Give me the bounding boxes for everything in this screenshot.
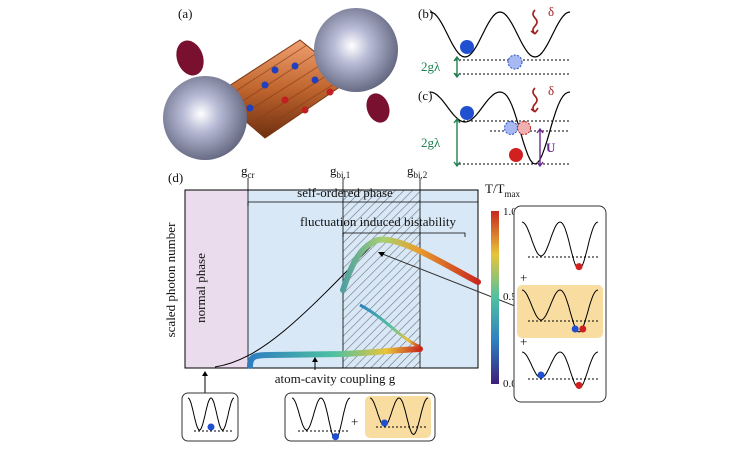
plus: + xyxy=(520,334,527,349)
atom-ghost xyxy=(507,54,523,70)
upper-branch xyxy=(340,236,481,293)
colorbar xyxy=(491,211,499,384)
atom xyxy=(460,40,474,54)
field-blob xyxy=(366,93,390,123)
delta-label: δ xyxy=(548,83,554,98)
inset-highlight xyxy=(517,285,603,338)
marker-label: gbi,2 xyxy=(407,163,427,180)
panel-label: (c) xyxy=(418,88,432,103)
bracket xyxy=(342,232,466,237)
atom xyxy=(575,263,583,271)
double-well xyxy=(429,91,571,165)
atom-ghost xyxy=(517,121,531,135)
atom xyxy=(207,423,215,431)
marker-base: g xyxy=(407,163,414,178)
gap-label: 2gλ xyxy=(421,59,441,74)
marker-sub: bi,2 xyxy=(414,170,428,180)
pointer-head xyxy=(312,357,318,362)
well-curve xyxy=(187,397,235,431)
pointer xyxy=(379,252,526,311)
photon xyxy=(530,87,539,113)
marker-label: gcr xyxy=(241,163,255,180)
u-label: U xyxy=(546,140,556,155)
marker-sub: cr xyxy=(248,170,255,180)
marker-base: g xyxy=(330,163,337,178)
panel-label: (a) xyxy=(178,6,192,21)
normal-region xyxy=(185,190,248,368)
photon xyxy=(530,9,539,35)
atom xyxy=(381,419,388,427)
delta-label: δ xyxy=(548,4,554,19)
atom xyxy=(579,325,587,333)
atom xyxy=(571,325,579,333)
atom-ghost xyxy=(504,121,518,135)
unstable-branch xyxy=(359,303,421,349)
atom xyxy=(575,381,583,389)
inset-wells xyxy=(187,221,599,441)
pointer-head xyxy=(202,371,208,376)
well-curve xyxy=(429,91,571,165)
marker-sub: bi,1 xyxy=(337,170,351,180)
well-curve xyxy=(521,221,599,271)
plus: + xyxy=(520,270,527,285)
pointer-head xyxy=(378,252,385,257)
colorbar-title-sub: max xyxy=(505,189,521,199)
marker-base: g xyxy=(241,163,248,178)
atom xyxy=(332,433,339,441)
field-blob xyxy=(176,40,204,76)
bracket xyxy=(247,201,478,206)
atom xyxy=(509,148,523,162)
colorbar-title: T/Tmax xyxy=(485,181,520,199)
phase-label: normal phase xyxy=(193,253,208,323)
gap-arrow xyxy=(453,117,461,168)
well-curve xyxy=(521,289,599,333)
gap-arrow xyxy=(453,55,461,79)
lower-branch xyxy=(247,346,423,369)
x-axis-label: atom-cavity coupling g xyxy=(275,371,396,386)
atom xyxy=(460,106,474,120)
atoms xyxy=(246,62,334,114)
phase-label: fluctuation induced bistability xyxy=(300,214,456,229)
atom xyxy=(537,371,545,379)
mirror xyxy=(314,8,398,92)
plus: + xyxy=(351,414,358,429)
u-arrow xyxy=(536,127,544,168)
well-curve xyxy=(291,397,351,441)
colorbar-title-base: T/T xyxy=(485,181,505,196)
panel-label: (b) xyxy=(418,6,433,21)
y-axis-label: scaled photon number xyxy=(163,222,178,337)
mirror xyxy=(163,76,247,160)
panel-label: (d) xyxy=(168,170,183,185)
marker-label: gbi,1 xyxy=(330,163,350,180)
double-well xyxy=(429,11,571,58)
well-curve xyxy=(369,397,429,435)
well-curve xyxy=(429,11,571,58)
gap-label: 2gλ xyxy=(421,135,441,150)
phase-label: self-ordered phase xyxy=(297,185,393,200)
well-curve xyxy=(521,351,599,389)
inset-highlight xyxy=(365,396,431,438)
